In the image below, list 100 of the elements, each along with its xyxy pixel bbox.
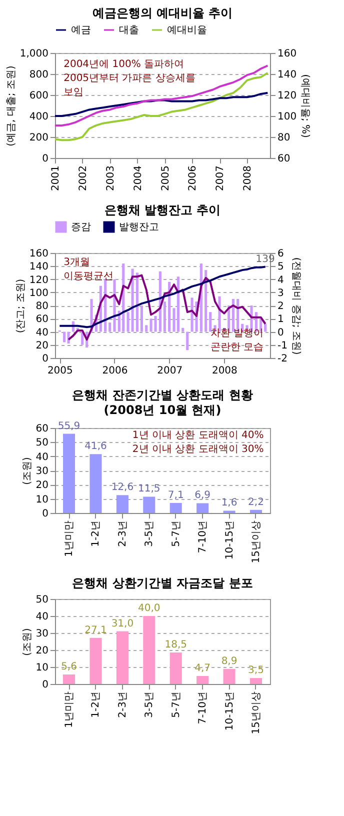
y2-axis-title: (전월대비 증감; 조원)	[290, 257, 302, 355]
data-label: 2,2	[248, 496, 264, 508]
chart-title: 은행채 상환기간별 자금조달 분포	[72, 576, 253, 590]
bar	[136, 272, 138, 332]
x-tick-label: 10-15년	[224, 520, 236, 560]
y2-tick-label: 5	[278, 262, 284, 273]
y-tick-label: 800	[29, 70, 48, 80]
y-tick-label: 600	[29, 90, 48, 102]
x-tick-label: 2002	[78, 166, 89, 191]
x-tick-label: 15년이상	[250, 692, 262, 734]
chart-title: 예금은행의 예대비율 추이	[92, 6, 233, 20]
y2-axis-title: (예대비율; %)	[300, 74, 311, 138]
data-label: 4,7	[194, 663, 211, 674]
data-label: 8,9	[221, 656, 238, 667]
bar	[182, 328, 184, 332]
x-tick-label: 2007	[215, 166, 226, 191]
data-label: 7,1	[168, 490, 184, 501]
line-series	[54, 72, 269, 142]
bar	[140, 306, 143, 332]
bar	[63, 434, 76, 513]
y-axis-title: (예금, 대출; 조원)	[6, 66, 17, 146]
y-tick-label: 400	[29, 112, 48, 122]
x-tick-label: 2-3년	[117, 692, 128, 718]
x-tick-label: 2001	[50, 166, 62, 191]
bar	[176, 276, 180, 332]
y-tick-label: 30	[36, 466, 48, 477]
y2-tick-label: 6	[278, 248, 284, 260]
y2-tick-label: 0	[278, 327, 284, 338]
data-label: 3,5	[248, 665, 264, 676]
y-tick-label: 40	[36, 612, 48, 622]
bar	[163, 302, 166, 332]
x-tick-label: 7-10년	[198, 692, 209, 724]
y-tick-label: 20	[36, 646, 48, 656]
y2-tick-label: 2	[278, 301, 284, 312]
x-tick-label: 2006	[188, 166, 199, 191]
bar	[223, 668, 236, 684]
data-label: 1,6	[221, 498, 238, 509]
x-tick-label: 2-3년	[117, 520, 128, 547]
line-series	[58, 266, 266, 328]
y-tick-label: 0	[42, 508, 48, 520]
y-axis-title: (조원)	[22, 457, 33, 485]
y-tick-label: 0	[42, 154, 48, 164]
bar	[196, 676, 209, 684]
bar	[209, 312, 212, 332]
data-label: 40,0	[138, 603, 160, 614]
y2-tick-label: 80	[278, 132, 290, 144]
data-label: 5,6	[61, 661, 77, 672]
bar	[264, 324, 267, 332]
y-tick-label: 10	[36, 662, 48, 674]
x-tick-label: 2006	[102, 366, 128, 376]
chart-title: 은행채 발행잔고 추이	[104, 203, 221, 217]
bar	[186, 332, 189, 350]
y-axis-title: (조원)	[22, 628, 33, 656]
y-tick-label: 160	[29, 248, 48, 260]
bar	[232, 298, 234, 332]
y-tick-label: 50	[36, 594, 48, 606]
data-label: 11,5	[138, 484, 160, 495]
y2-tick-label: 120	[278, 90, 297, 102]
x-tick-label: 1년미만	[64, 520, 76, 557]
bar	[250, 678, 262, 684]
data-label: 31,0	[111, 618, 134, 630]
y2-tick-label: 3	[278, 288, 284, 299]
y-tick-label: 80	[36, 301, 48, 312]
x-tick-label: 2008	[242, 166, 254, 191]
y2-tick-label: 4	[278, 274, 284, 286]
bar	[90, 638, 102, 684]
x-tick-label: 1-2년	[90, 520, 102, 547]
y-tick-label: 120	[29, 274, 48, 286]
data-label: 6,9	[194, 490, 211, 502]
data-label: 18,5	[164, 640, 187, 651]
bar	[116, 495, 128, 513]
y-axis-title: (잔고; 조원)	[15, 278, 26, 334]
x-tick-label: 15년이상	[250, 520, 262, 564]
bar	[170, 502, 182, 513]
x-tick-label: 2004	[132, 166, 144, 191]
legend-label: 발행잔고	[119, 222, 159, 233]
y-tick-label: 200	[29, 132, 48, 144]
chart-title: 은행채 잔존기간별 상환도래 현황	[72, 388, 253, 402]
y-tick-label: 100	[29, 288, 48, 299]
y2-tick-label: -1	[278, 340, 288, 352]
x-tick-label: 3-5년	[144, 692, 156, 718]
y2-tick-label: 60	[278, 154, 290, 164]
bar	[143, 616, 156, 684]
bar	[143, 496, 156, 513]
bar	[90, 454, 102, 513]
chart-subtitle: (2008년 10월 현재)	[104, 402, 222, 417]
y-tick-label: 60	[36, 314, 48, 326]
bar	[170, 652, 182, 684]
x-tick-label: 7-10년	[198, 520, 209, 554]
x-tick-label: 3-5년	[144, 520, 156, 547]
bar	[196, 503, 209, 513]
y-tick-label: 10	[36, 494, 48, 506]
bar	[145, 325, 148, 332]
legend-label: 대출	[119, 25, 139, 36]
y-tick-label: 0	[42, 680, 48, 690]
bar	[116, 631, 128, 684]
bar	[113, 279, 116, 332]
y2-tick-label: 1	[278, 314, 284, 326]
y-tick-label: 20	[36, 480, 48, 492]
y-tick-label: 20	[36, 340, 48, 352]
